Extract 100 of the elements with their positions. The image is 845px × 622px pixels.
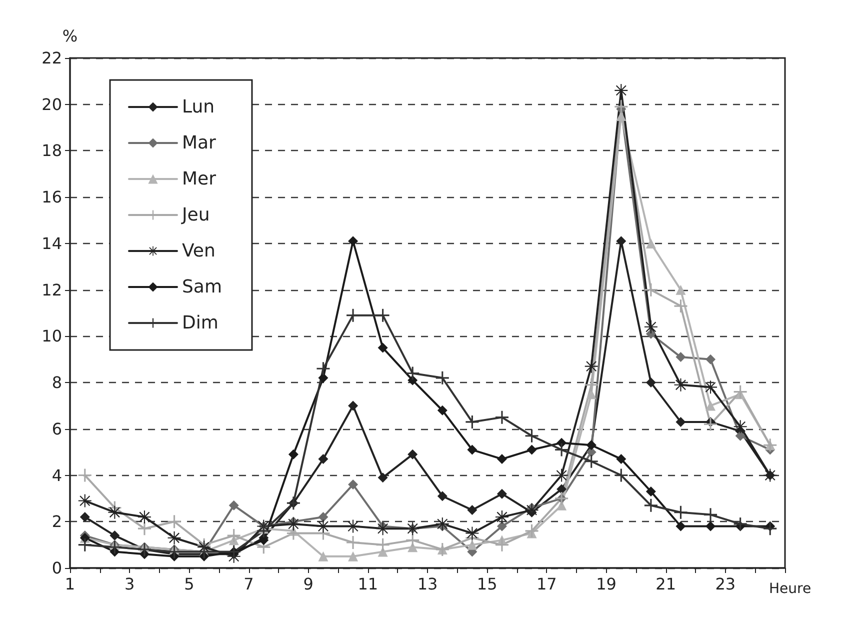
point [378,342,388,353]
legend-label: Jeu [181,204,210,226]
point [556,484,567,494]
y-tick-label: 14 [42,234,62,253]
x-tick-label: 19 [596,574,616,594]
point [346,520,360,533]
point [138,522,151,536]
point [704,418,718,431]
y-tick-label: 6 [52,419,62,438]
point [706,521,716,532]
point [110,530,120,541]
point [764,522,777,536]
y-tick-label: 20 [42,94,62,114]
legend-label: Mer [182,168,217,190]
point [467,505,478,516]
point [646,328,656,339]
point [78,538,92,552]
point [108,540,122,554]
point [496,488,507,499]
legend-label: Lun [182,96,215,118]
legend-label: Ven [182,240,216,262]
point [706,354,716,364]
x-tick-label: 23 [715,574,736,594]
point [437,491,448,502]
point [676,352,686,362]
point [646,486,656,496]
point [706,400,716,411]
y-tick-label: 2 [52,512,62,532]
point [437,405,448,416]
point [584,454,598,468]
x-tick-label: 7 [244,574,254,594]
y-tick-label: 0 [52,558,62,578]
point [495,410,508,424]
point [436,371,449,384]
point [406,366,420,380]
point [228,500,239,510]
point [525,504,538,517]
y-tick-label: 8 [52,373,62,392]
point [288,449,298,460]
point [584,378,598,392]
point [348,400,358,411]
y-axis-title: % [62,26,78,46]
point [614,468,628,482]
point [496,521,507,532]
point [526,444,537,455]
point [644,283,658,296]
point [378,472,388,483]
point [676,284,686,295]
point [348,480,358,490]
y-tick-label: 4 [52,466,62,485]
point [676,521,686,532]
legend-label: Dim [182,312,218,334]
point [318,512,328,522]
point [616,110,626,121]
y-tick-label: 16 [42,188,62,207]
x-tick-label: 11 [358,574,378,594]
y-tick-label: 10 [42,326,62,346]
point [318,372,328,383]
x-tick-label: 17 [536,574,557,594]
x-tick-label: 21 [656,574,676,594]
point [525,429,538,442]
point [674,300,688,313]
point [676,416,686,427]
point [408,449,418,460]
x-tick-label: 9 [303,574,314,594]
point [168,515,181,528]
point [78,468,92,482]
point [318,454,328,464]
point [80,512,90,522]
y-tick-label: 22 [42,48,62,68]
point [704,508,718,522]
point [348,236,358,246]
y-tick-label: 18 [42,141,62,160]
point [616,454,626,464]
point [644,498,658,512]
point [616,236,626,246]
point [406,534,420,547]
point [555,443,568,456]
legend-label: Sam [182,276,222,298]
x-tick-label: 5 [184,574,194,594]
point [734,385,747,398]
point [348,551,358,562]
point [734,517,747,530]
point [646,238,656,248]
point [376,538,390,552]
point [346,308,360,322]
point [734,420,747,434]
point [496,454,507,464]
x-axis-title: Heure [769,581,812,597]
point [674,506,688,519]
x-tick-label: 3 [124,574,135,594]
point [318,551,328,562]
point [495,538,508,552]
legend-label: Mar [182,132,217,154]
point [467,444,478,455]
x-tick-label: 13 [417,574,438,594]
point [258,535,269,546]
point [346,536,360,549]
point [227,529,240,542]
point [257,524,270,538]
